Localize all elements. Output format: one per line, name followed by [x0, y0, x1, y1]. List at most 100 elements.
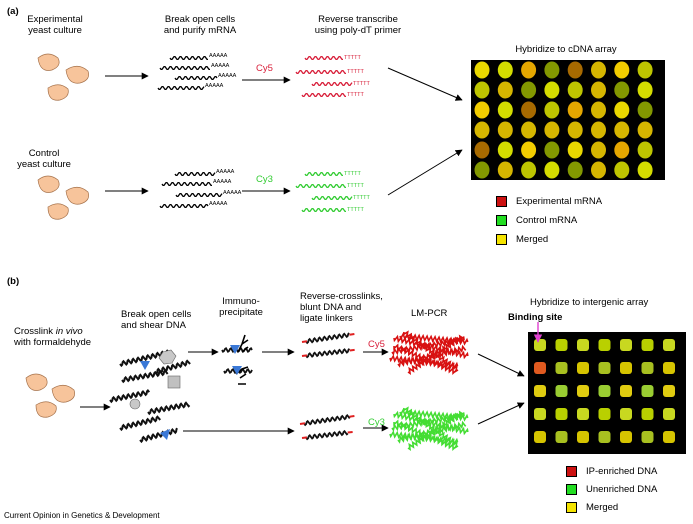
legend-control-mrna: Control mRNA [496, 215, 577, 226]
poly-a-tail: AAAAA [213, 179, 232, 185]
array-spot [474, 101, 490, 119]
array-spot [497, 81, 513, 99]
array-spot [620, 362, 632, 374]
array-spot [567, 81, 583, 99]
array-spot [474, 141, 490, 159]
poly-t-primer: TTTTT [353, 81, 370, 87]
array-spot [521, 161, 537, 179]
array-spot [637, 141, 653, 159]
array-spot [497, 141, 513, 159]
cdna-strand [295, 69, 346, 75]
panel-b-label: (b) [7, 276, 20, 287]
step-lm-pcr: LM-PCR [411, 308, 448, 319]
cy3-label-b: Cy3 [368, 417, 385, 428]
array-spot [534, 385, 546, 397]
array-spot [614, 61, 630, 79]
poly-t-primer: TTTTT [344, 55, 361, 61]
array-spot [641, 408, 654, 420]
array-spot [534, 408, 546, 420]
array-spot [620, 408, 632, 420]
mrna-strand [174, 75, 218, 81]
linker-dna-fragment [301, 332, 355, 345]
linker-dna-fragment [301, 348, 355, 359]
cdna-strand [304, 171, 343, 177]
array-spot [620, 339, 632, 351]
cy5-label-a: Cy5 [256, 63, 273, 74]
array-spot [598, 431, 611, 443]
cdna-strand [311, 195, 353, 201]
array-spot [637, 81, 653, 99]
array-spot [591, 81, 606, 99]
pcr-product [397, 420, 467, 444]
array-spot [544, 61, 560, 79]
arrow-b-un-3 [477, 402, 525, 425]
mrna-strand [169, 55, 208, 61]
control-yeast-cells [37, 175, 89, 220]
array-spot [614, 101, 630, 119]
mrna-strand [159, 203, 209, 209]
panel-a-label: (a) [7, 6, 19, 17]
array-spot [614, 81, 630, 99]
experimental-yeast-cells [37, 53, 89, 101]
array-spot [591, 101, 606, 119]
dna-fragment [154, 359, 191, 376]
legend-swatch [496, 215, 507, 226]
array-spot [555, 431, 568, 443]
array-spot [555, 385, 568, 397]
arrow-b-5 [477, 353, 525, 377]
mrna-strand [157, 85, 205, 91]
legend-merged-b: Merged [566, 502, 618, 513]
grey-circle-protein [129, 398, 141, 410]
array-spot [544, 161, 560, 179]
bound-proteins [129, 349, 181, 440]
antibodies [235, 334, 249, 385]
array-spot [521, 141, 537, 159]
cdna-strand [304, 55, 343, 61]
blue-protein [140, 361, 150, 370]
array-spot [474, 121, 490, 139]
ip-proteins [230, 345, 242, 375]
control-cdna-strands: TTTTT TTTTT TTTTT TTTTT [295, 171, 370, 213]
legend-swatch [566, 502, 577, 513]
step-immunoprecipitate: Immuno- precipitate [219, 296, 263, 318]
array-spot [544, 141, 560, 159]
array-spot [641, 362, 654, 374]
array-spot [591, 161, 606, 179]
crosslinked-yeast-cells [25, 373, 75, 418]
array-spot [497, 121, 513, 139]
grey-hexagon-protein [158, 349, 177, 365]
array-spot [637, 101, 653, 119]
blue-protein [160, 429, 170, 440]
intergenic-array-spots [534, 339, 675, 443]
array-spot [544, 101, 560, 119]
array-spot [544, 121, 560, 139]
array-spot [521, 61, 537, 79]
linker-dna-fragment [301, 429, 353, 441]
linker-dna-fragment [299, 413, 355, 427]
control-culture-label: Control yeast culture [17, 148, 71, 170]
array-spot [614, 121, 630, 139]
binding-site-spot [534, 362, 546, 374]
dna-fragment [119, 415, 161, 432]
step-shear-dna: Break open cells and shear DNA [121, 309, 192, 331]
cdna-array-background [471, 60, 665, 180]
array-spot [614, 141, 630, 159]
array-spot [497, 101, 513, 119]
control-mrna-strands: AAAAA AAAAA AAAAA AAAAA [159, 169, 242, 209]
array-spot [577, 408, 589, 420]
poly-a-tail: AAAAA [209, 201, 228, 207]
array-spot [637, 121, 653, 139]
pcr-product [399, 408, 469, 422]
poly-a-tail: AAAAA [216, 169, 235, 175]
pcr-product [399, 332, 469, 346]
array-spot [598, 385, 611, 397]
poly-a-tail: AAAAA [209, 53, 228, 59]
poly-t-primer: TTTTT [347, 207, 364, 213]
binding-site-label: Binding site [508, 312, 563, 323]
legend-swatch [566, 466, 577, 477]
array-spot [521, 121, 537, 139]
legend-unenriched: Unenriched DNA [566, 484, 657, 495]
array-spot [663, 339, 675, 351]
array-spot [641, 431, 654, 443]
